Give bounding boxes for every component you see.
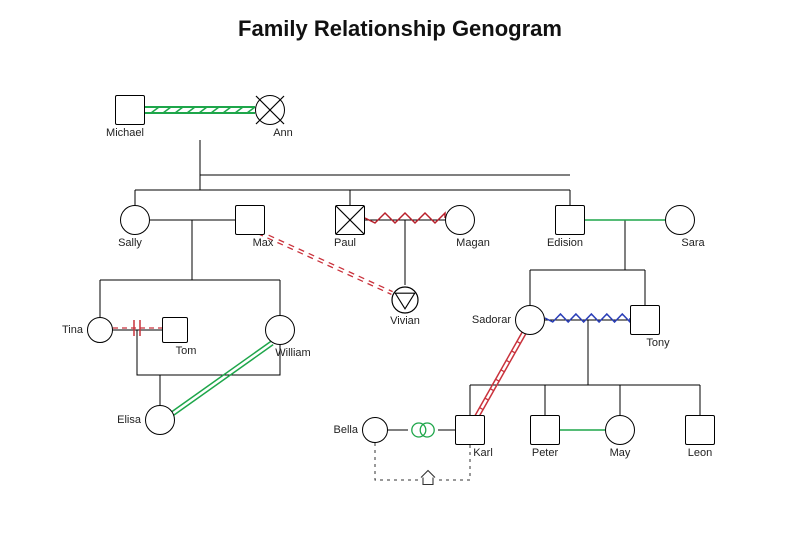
person-magan xyxy=(445,205,475,235)
person-leon xyxy=(685,415,715,445)
label-sara: Sara xyxy=(681,237,704,249)
person-tony xyxy=(630,305,660,335)
label-william: William xyxy=(275,347,310,359)
person-paul xyxy=(335,205,365,235)
label-elisa: Elisa xyxy=(117,414,141,426)
label-ann: Ann xyxy=(273,127,293,139)
person-edision xyxy=(555,205,585,235)
genogram-stage: Family Relationship Genogram Michael Ann S… xyxy=(0,0,800,550)
person-peter xyxy=(530,415,560,445)
label-tony: Tony xyxy=(646,337,669,349)
person-sara xyxy=(665,205,695,235)
person-michael xyxy=(115,95,145,125)
label-max: Max xyxy=(253,237,274,249)
person-william xyxy=(265,315,295,345)
label-magan: Magan xyxy=(456,237,490,249)
person-elisa xyxy=(145,405,175,435)
person-ann xyxy=(255,95,285,125)
person-karl xyxy=(455,415,485,445)
label-tina: Tina xyxy=(62,324,83,336)
person-tom xyxy=(162,317,188,343)
person-may xyxy=(605,415,635,445)
house-icon xyxy=(419,470,437,491)
label-tom: Tom xyxy=(176,345,197,357)
label-peter: Peter xyxy=(532,447,558,459)
label-leon: Leon xyxy=(688,447,712,459)
label-michael: Michael xyxy=(106,127,144,139)
person-tina xyxy=(87,317,113,343)
label-sadorar: Sadorar xyxy=(472,314,511,326)
label-karl: Karl xyxy=(473,447,493,459)
label-edision: Edision xyxy=(547,237,583,249)
person-sadorar xyxy=(515,305,545,335)
connection-layer xyxy=(0,0,800,550)
label-may: May xyxy=(610,447,631,459)
person-sally xyxy=(120,205,150,235)
label-vivian: Vivian xyxy=(390,315,420,327)
label-bella: Bella xyxy=(334,424,358,436)
label-paul: Paul xyxy=(334,237,356,249)
diagram-title: Family Relationship Genogram xyxy=(0,16,800,42)
person-bella xyxy=(362,417,388,443)
person-max xyxy=(235,205,265,235)
label-sally: Sally xyxy=(118,237,142,249)
